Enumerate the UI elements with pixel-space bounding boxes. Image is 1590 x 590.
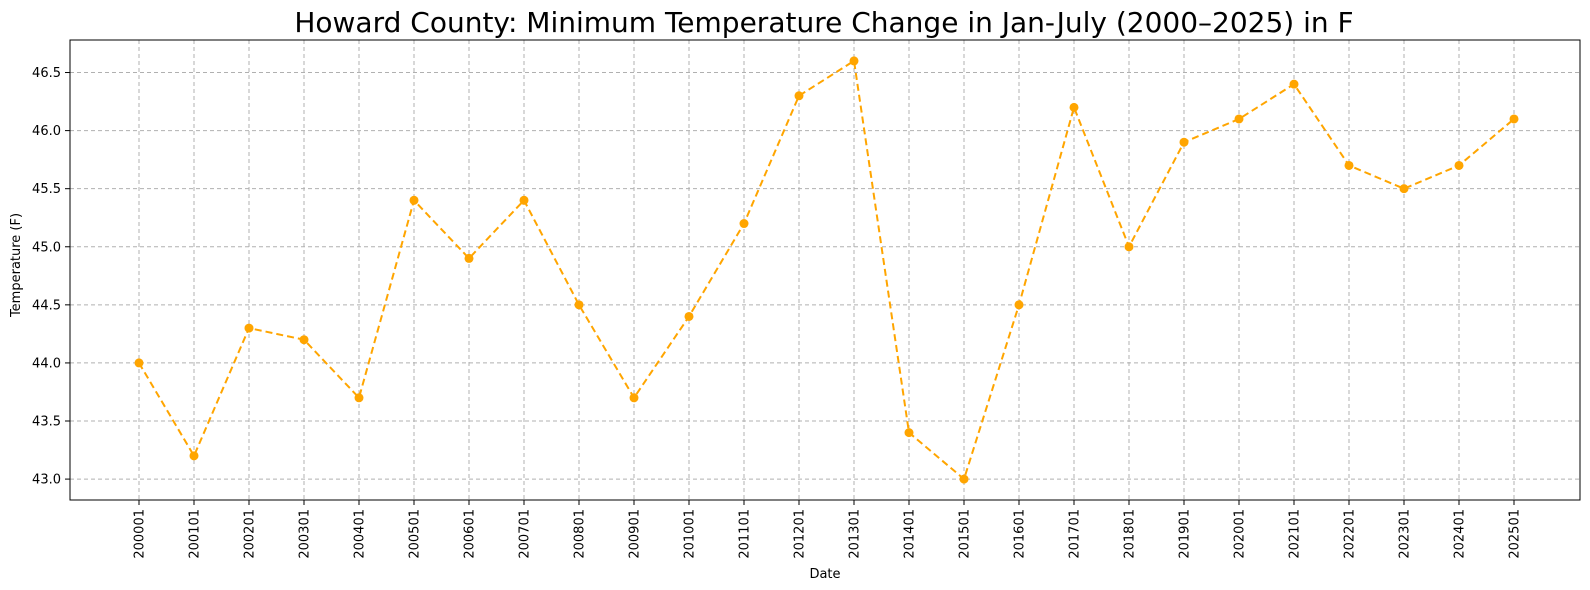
data-point [1289,79,1299,89]
x-tick-label: 201101 [738,509,753,559]
data-point [1344,160,1354,170]
series-line [138,59,1515,481]
x-tick-label: 200901 [628,509,643,559]
x-tick-label: 202401 [1453,509,1468,559]
data-point [739,219,749,229]
y-tick-label: 45.5 [32,182,61,197]
data-point [574,300,584,310]
x-tick-label: 202301 [1398,509,1413,559]
x-tick-label: 202001 [1233,509,1248,559]
data-point [464,253,474,263]
y-tick-label: 45.0 [32,240,61,255]
data-point [904,428,914,438]
plot-frame [69,39,1581,501]
data-point [629,393,639,403]
x-tick-label: 201701 [1068,509,1083,559]
data-point [1454,160,1464,170]
data-point [409,195,419,205]
data-point [1179,137,1189,147]
axis-layer: 43.0 43.5 44.0 44.5 45.0 45.5 46.0 46.5 200001 20… [32,66,1522,559]
x-tick-label: 201001 [683,509,698,559]
y-axis-label: Temperature (F) [9,213,24,318]
y-tick-label: 44.0 [32,356,61,371]
x-tick-label: 200601 [463,509,478,559]
x-tick-label: 202501 [1508,509,1523,559]
data-point [189,451,199,461]
data-point [849,56,859,66]
x-tick-label: 201401 [903,509,918,559]
x-tick-label: 201901 [1178,509,1193,559]
x-tick-label: 200101 [188,509,203,559]
data-point [1069,102,1079,112]
x-tick-label: 202101 [1288,509,1303,559]
x-tick-label: 200201 [243,509,258,559]
y-tick-label: 43.0 [32,473,61,488]
x-tick-label: 200701 [518,509,533,559]
data-point [1234,114,1244,124]
x-axis-label: Date [809,567,840,582]
y-tick-label: 43.5 [32,415,61,430]
x-tick-label: 200801 [573,509,588,559]
x-tick-label: 200001 [133,509,148,559]
data-point [1014,300,1024,310]
x-tick-label: 202201 [1343,509,1358,559]
data-point [794,91,804,101]
x-tick-label: 200501 [408,509,423,559]
y-tick-label: 46.0 [32,124,61,139]
data-point [519,195,529,205]
x-tick-label: 201501 [958,509,973,559]
data-point [959,474,969,484]
series-layer [134,56,1519,484]
data-point [1509,114,1519,124]
x-tick-label: 200401 [353,509,368,559]
x-tick-label: 201201 [793,509,808,559]
data-point [354,393,364,403]
data-point [134,358,144,368]
x-tick-label: 201601 [1013,509,1028,559]
data-point [244,323,254,333]
y-tick-label: 46.5 [32,66,61,81]
chart-title: Howard County: Minimum Temperature Chang… [294,6,1353,39]
data-point [1124,242,1134,252]
data-point [684,311,694,321]
x-tick-label: 201301 [848,509,863,559]
data-point [1399,184,1409,194]
x-tick-label: 201801 [1123,509,1138,559]
y-tick-label: 44.5 [32,298,61,313]
data-point [299,335,309,345]
x-tick-label: 200301 [298,509,313,559]
grid-layer [70,40,1580,500]
